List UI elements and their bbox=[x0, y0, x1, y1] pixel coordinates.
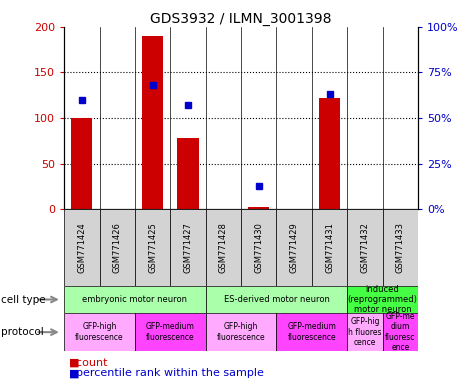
Bar bbox=[241, 209, 276, 286]
Bar bbox=[276, 209, 312, 286]
Bar bbox=[347, 209, 383, 286]
Text: GSM771431: GSM771431 bbox=[325, 222, 334, 273]
Bar bbox=[312, 209, 347, 286]
Bar bbox=[347, 286, 418, 313]
Text: GSM771428: GSM771428 bbox=[219, 222, 228, 273]
Text: GFP-medium
fluorescence: GFP-medium fluorescence bbox=[146, 323, 195, 342]
Bar bbox=[319, 98, 340, 209]
Bar bbox=[276, 313, 347, 351]
Bar bbox=[135, 313, 206, 351]
Bar bbox=[135, 209, 171, 286]
Bar bbox=[71, 118, 93, 209]
Bar bbox=[99, 209, 135, 286]
Text: ■: ■ bbox=[69, 358, 79, 368]
Bar bbox=[206, 209, 241, 286]
Text: GSM771430: GSM771430 bbox=[254, 222, 263, 273]
Text: GFP-hig
h fluores
cence: GFP-hig h fluores cence bbox=[348, 317, 382, 347]
Bar bbox=[383, 209, 418, 286]
Text: GFP-me
dium
fluoresc
ence: GFP-me dium fluoresc ence bbox=[385, 312, 416, 352]
Text: GSM771429: GSM771429 bbox=[290, 222, 299, 273]
Text: GSM771432: GSM771432 bbox=[361, 222, 370, 273]
Text: ES-derived motor neuron: ES-derived motor neuron bbox=[224, 295, 329, 304]
Text: GSM771424: GSM771424 bbox=[77, 222, 86, 273]
Text: GSM771426: GSM771426 bbox=[113, 222, 122, 273]
Text: count: count bbox=[69, 358, 107, 368]
Text: embryonic motor neuron: embryonic motor neuron bbox=[82, 295, 188, 304]
Text: GFP-medium
fluorescence: GFP-medium fluorescence bbox=[287, 323, 336, 342]
Text: GSM771433: GSM771433 bbox=[396, 222, 405, 273]
Bar bbox=[347, 313, 383, 351]
Text: ■: ■ bbox=[69, 368, 79, 378]
Bar bbox=[177, 138, 199, 209]
Text: induced
(reprogrammed)
motor neuron: induced (reprogrammed) motor neuron bbox=[348, 285, 418, 314]
Bar bbox=[206, 313, 276, 351]
Bar bbox=[170, 209, 206, 286]
Bar bbox=[248, 207, 269, 209]
Bar bbox=[383, 313, 418, 351]
Text: percentile rank within the sample: percentile rank within the sample bbox=[69, 368, 264, 378]
Title: GDS3932 / ILMN_3001398: GDS3932 / ILMN_3001398 bbox=[150, 12, 332, 26]
Bar bbox=[64, 209, 100, 286]
Text: GFP-high
fluorescence: GFP-high fluorescence bbox=[217, 323, 266, 342]
Text: GSM771427: GSM771427 bbox=[183, 222, 192, 273]
Bar bbox=[142, 36, 163, 209]
Text: GSM771425: GSM771425 bbox=[148, 222, 157, 273]
Text: GFP-high
fluorescence: GFP-high fluorescence bbox=[75, 323, 124, 342]
Text: protocol: protocol bbox=[1, 327, 44, 337]
Bar bbox=[64, 313, 135, 351]
Bar bbox=[64, 286, 206, 313]
Text: cell type: cell type bbox=[1, 295, 46, 305]
Bar bbox=[206, 286, 347, 313]
